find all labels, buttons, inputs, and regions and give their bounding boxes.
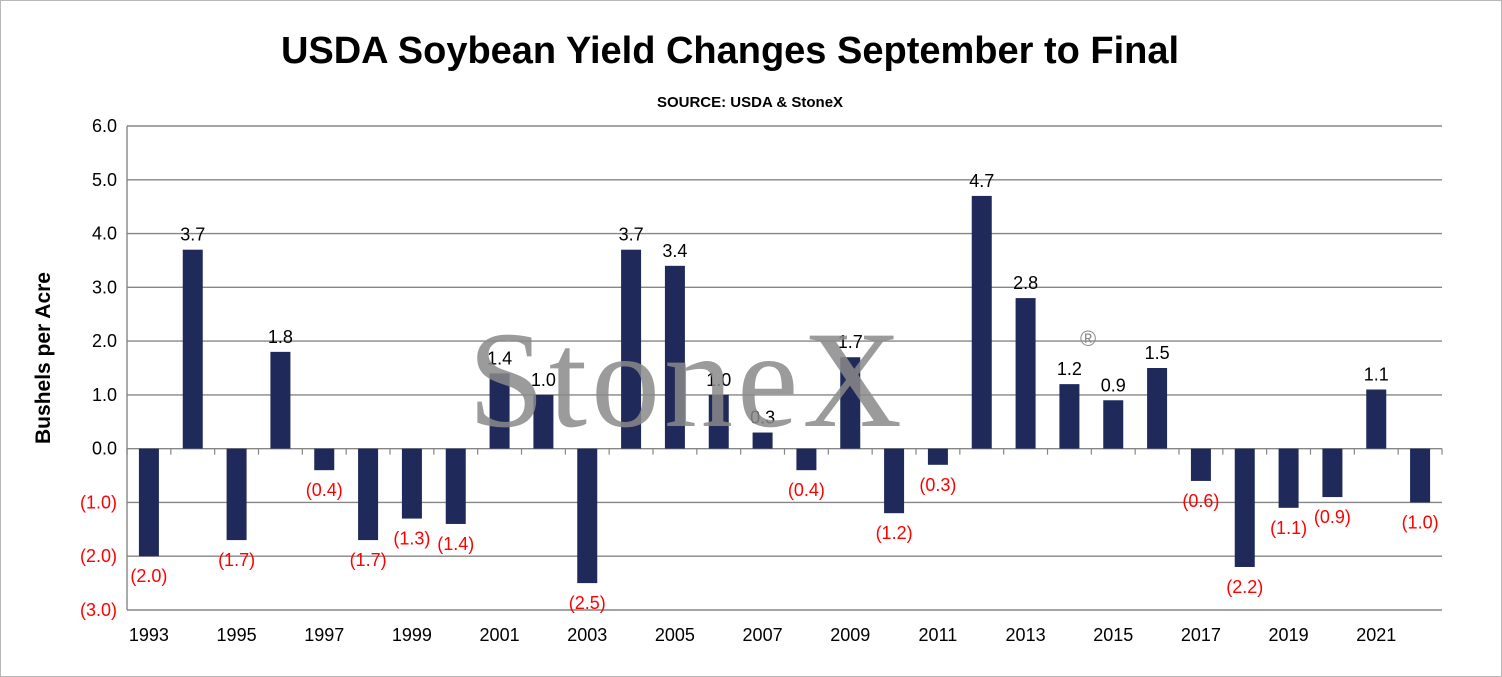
data-label-2002: 1.0 [531, 370, 556, 390]
bar-2001 [489, 373, 510, 449]
bars [138, 195, 1431, 584]
x-tick-label: 2003 [567, 625, 607, 645]
y-tick-label: 0.0 [92, 439, 117, 459]
data-label-1997: (0.4) [306, 480, 343, 500]
x-tick-label: 2009 [830, 625, 870, 645]
bar-2018 [1234, 448, 1255, 567]
x-tick-label: 1993 [129, 625, 169, 645]
data-label-2008: (0.4) [788, 480, 825, 500]
data-label-1994: 3.7 [180, 225, 205, 245]
data-label-2006: 1.0 [706, 370, 731, 390]
data-label-2009: 1.7 [838, 332, 863, 352]
data-label-2010: (1.2) [876, 523, 913, 543]
data-label-2019: (1.1) [1270, 518, 1307, 538]
data-label-1996: 1.8 [268, 327, 293, 347]
y-tick-label: (1.0) [80, 492, 117, 512]
data-label-2000: (1.4) [437, 534, 474, 554]
bar-1994 [182, 249, 203, 449]
y-tick-label: 5.0 [92, 170, 117, 190]
y-tick-label: 3.0 [92, 277, 117, 297]
data-label-2003: (2.5) [569, 593, 606, 613]
bar-1995 [226, 448, 247, 541]
x-tick-label: 2005 [655, 625, 695, 645]
bar-1997 [314, 448, 335, 471]
data-label-1995: (1.7) [218, 550, 255, 570]
bar-2010 [884, 448, 905, 514]
bar-2012 [971, 195, 992, 449]
x-tick-label: 1997 [304, 625, 344, 645]
bar-1998 [358, 448, 379, 541]
bar-2017 [1190, 448, 1211, 481]
x-tick-label: 1995 [217, 625, 257, 645]
data-label-2004: 3.7 [619, 225, 644, 245]
x-tick-label: 1999 [392, 625, 432, 645]
data-label-2005: 3.4 [662, 241, 687, 261]
bar-1999 [401, 448, 422, 519]
data-label-2012: 4.7 [969, 171, 994, 191]
x-tick-label: 2019 [1269, 625, 1309, 645]
data-label-2022: (1.0) [1402, 512, 1439, 532]
data-label-2018: (2.2) [1226, 577, 1263, 597]
data-label-2015: 0.9 [1101, 375, 1126, 395]
x-tick-label: 2001 [480, 625, 520, 645]
x-tick-labels: 1993 1995 1997 1999 2001 2003 2005 2007 2009 2011… [129, 625, 1396, 645]
y-tick-label: (2.0) [80, 546, 117, 566]
data-labels: (2.0) 3.7 (1.7) 1.8 (0.4) (1.7) (1.3) (1.4) 1.4 1… [130, 171, 1438, 613]
data-label-2013: 2.8 [1013, 273, 1038, 293]
x-tick-label: 2011 [919, 625, 958, 645]
data-label-1999: (1.3) [393, 529, 430, 549]
chart-subtitle: SOURCE: USDA & StoneX [656, 94, 844, 111]
y-tick-label: 4.0 [92, 224, 117, 244]
data-label-1998: (1.7) [350, 550, 387, 570]
x-tick-label: 2017 [1181, 625, 1221, 645]
bar-2019 [1278, 448, 1299, 508]
bar-1996 [270, 351, 291, 449]
bar-2007 [752, 432, 773, 449]
data-label-2011: (0.3) [919, 475, 956, 495]
bar-2020 [1322, 448, 1343, 498]
y-tick-label: 6.0 [92, 116, 117, 136]
y-tick-label: 1.0 [92, 385, 117, 405]
y-tick-label: (3.0) [80, 600, 117, 620]
bar-2014 [1059, 384, 1080, 449]
bar-2021 [1366, 389, 1387, 449]
data-label-1993: (2.0) [130, 566, 167, 586]
gridlines [126, 125, 1443, 611]
bar-2000 [445, 448, 466, 524]
x-tick-label: 2015 [1093, 625, 1133, 645]
bar-2011 [927, 448, 948, 465]
x-tick-label: 2021 [1356, 625, 1396, 645]
x-tick-label: 2007 [743, 625, 783, 645]
bar-2015 [1103, 400, 1124, 449]
data-label-2016: 1.5 [1145, 343, 1170, 363]
y-tick-labels: (3.0) (2.0) (1.0) 0.0 1.0 2.0 3.0 4.0 5.0 6.0 [80, 116, 117, 620]
data-label-2014: 1.2 [1057, 359, 1082, 379]
bar-2002 [533, 394, 554, 449]
bar-2003 [577, 448, 598, 584]
bar-2004 [621, 249, 642, 449]
bar-2008 [796, 448, 817, 471]
bar-1993 [138, 448, 159, 557]
data-label-2001: 1.4 [487, 348, 512, 368]
x-tick-label: 2013 [1006, 625, 1046, 645]
y-tick-label: 2.0 [92, 331, 117, 351]
data-label-2017: (0.6) [1182, 491, 1219, 511]
data-label-2021: 1.1 [1364, 365, 1389, 385]
bar-2013 [1015, 298, 1036, 449]
data-label-2007: 0.3 [750, 408, 775, 428]
bar-2006 [708, 394, 729, 449]
bar-2016 [1147, 368, 1168, 449]
bar-2009 [840, 357, 861, 449]
bar-2022 [1410, 448, 1431, 503]
chart-title: USDA Soybean Yield Changes September to … [280, 30, 1180, 72]
bar-2005 [664, 265, 685, 449]
data-label-2020: (0.9) [1314, 507, 1351, 527]
